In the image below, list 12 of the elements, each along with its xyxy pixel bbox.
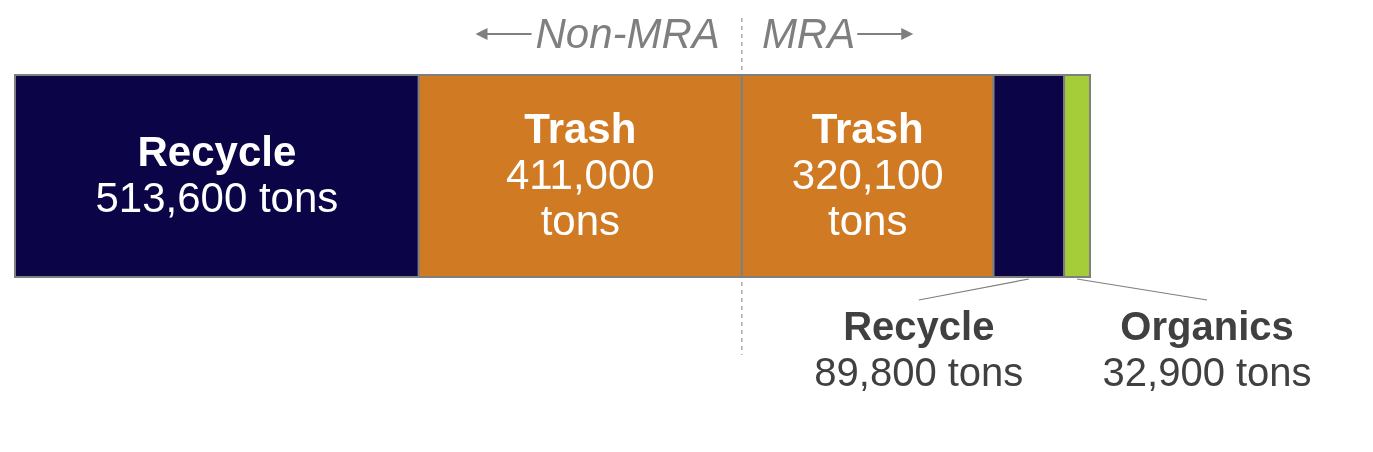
data-label: 89,800 tons xyxy=(814,350,1024,394)
data-label: 320,100 tons xyxy=(791,151,944,244)
series-label: Organics xyxy=(1120,304,1294,348)
series-label: Recycle xyxy=(137,128,297,175)
data-label: 32,900 tons xyxy=(1102,350,1312,394)
text: Non-MRA xyxy=(535,10,720,57)
data-label: 513,600 tons xyxy=(95,174,339,221)
text: MRA xyxy=(761,10,856,57)
data-label: 411,000 tons xyxy=(505,151,655,244)
series-label: Trash xyxy=(811,105,924,152)
series-label: Trash xyxy=(524,105,637,152)
series-label: Recycle xyxy=(843,304,995,348)
